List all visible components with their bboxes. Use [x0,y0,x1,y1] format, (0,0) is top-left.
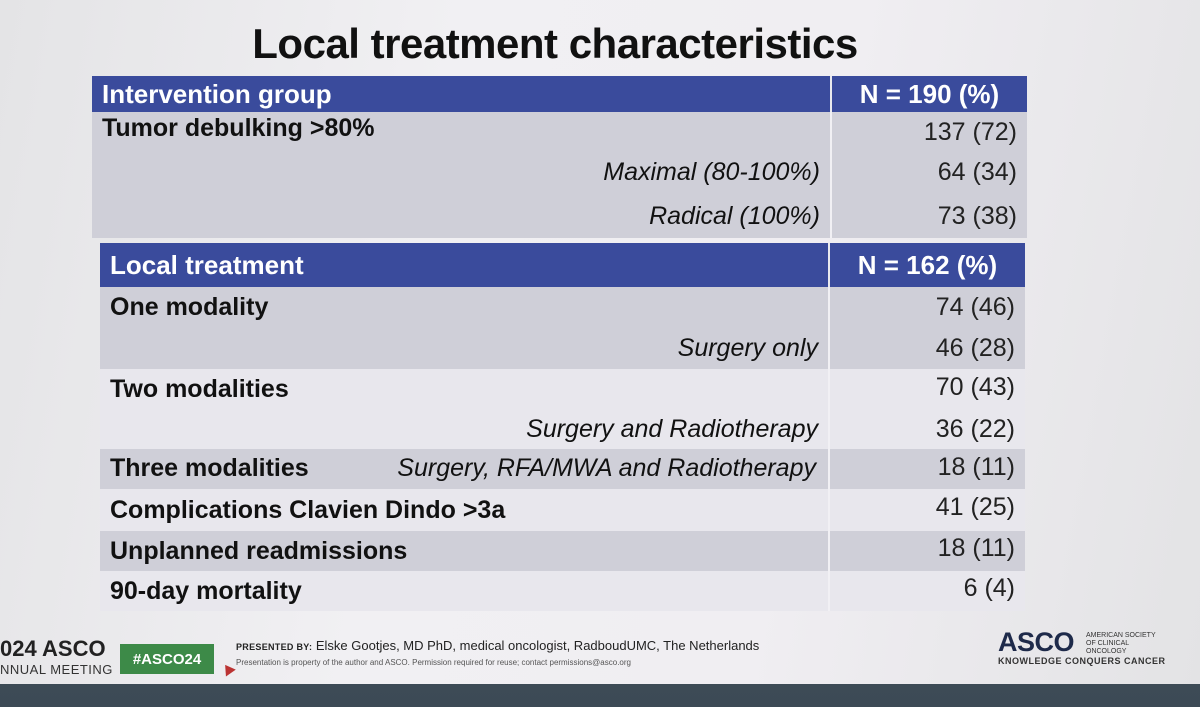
row-value: 41 (25) [935,493,1015,521]
row-value: 73 (38) [937,202,1017,230]
hashtag-badge: #ASCO24 [120,644,214,674]
row-label-text: Three modalities [110,454,309,482]
table-row: Radical (100%) 73 (38) [92,194,1027,238]
row-value: 18 (11) [937,534,1015,562]
permission-note: Presentation is property of the author a… [236,658,631,667]
asco-tagline: KNOWLEDGE CONQUERS CANCER [998,656,1166,666]
arrow-icon [220,661,236,677]
row-label: Unplanned readmissions [100,531,830,571]
header-label: Local treatment [100,243,830,287]
row-value: 46 (28) [935,334,1015,362]
table-header: Intervention group N = 190 (%) [92,76,1027,112]
asco-fullname: AMERICAN SOCIETY OF CLINICAL ONCOLOGY [1086,632,1156,655]
table-header: Local treatment N = 162 (%) [100,243,1025,287]
row-label: Tumor debulking >80% [92,112,832,150]
presenter-name: Elske Gootjes, MD PhD, medical oncologis… [315,638,760,653]
header-label: Intervention group [92,76,832,112]
table-row: Two modalities 70 (43) [100,369,1025,409]
table-row: Maximal (80-100%) 64 (34) [92,150,1027,194]
meeting-logo: 024 ASCO [0,636,106,661]
row-value: 74 (46) [935,293,1015,321]
header-n: N = 162 (%) [857,249,998,280]
table-row: Three modalities Surgery, RFA/MWA and Ra… [100,449,1025,489]
table-row: Unplanned readmissions 18 (11) [100,531,1025,571]
row-value: 6 (4) [963,574,1015,602]
row-value: 70 (43) [935,373,1015,401]
row-label: Radical (100%) [92,194,832,238]
row-label: Complications Clavien Dindo >3a [100,489,830,531]
row-label: Surgery only [100,327,830,369]
row-label: One modality [100,287,830,327]
header-n: N = 190 (%) [859,78,1000,109]
row-value: 137 (72) [923,118,1017,146]
row-value: 18 (11) [937,453,1015,481]
row-value: 64 (34) [937,158,1017,186]
row-value: 36 (22) [935,415,1015,443]
presenter-line: PRESENTED BY: Elske Gootjes, MD PhD, med… [236,638,759,653]
intervention-table: Intervention group N = 190 (%) Tumor deb… [92,76,1027,238]
table-row: One modality 74 (46) [100,287,1025,327]
local-treatment-table: Local treatment N = 162 (%) One modality… [100,243,1025,611]
slide-footer: 024 ASCO NNUAL MEETING #ASCO24 PRESENTED… [0,622,1200,684]
row-label: 90-day mortality [100,571,830,611]
row-label: Two modalities [100,369,830,409]
row-label: Surgery and Radiotherapy [100,409,830,449]
table-row: Surgery and Radiotherapy 36 (22) [100,409,1025,449]
table-row: Tumor debulking >80% 137 (72) [92,112,1027,150]
meeting-subtitle: NNUAL MEETING [0,662,113,677]
table-row: 90-day mortality 6 (4) [100,571,1025,611]
presented-by-label: PRESENTED BY: [236,642,313,652]
row-label: Three modalities Surgery, RFA/MWA and Ra… [100,449,830,489]
slide-title: Local treatment characteristics [252,20,858,67]
asco-logo: ASCO [998,627,1075,657]
row-sublabel: Surgery, RFA/MWA and Radiotherapy [397,454,816,482]
table-row: Complications Clavien Dindo >3a 41 (25) [100,489,1025,531]
slide-screen: Local treatment characteristics Interven… [0,0,1200,684]
table-row: Surgery only 46 (28) [100,327,1025,369]
row-label: Maximal (80-100%) [92,150,832,194]
